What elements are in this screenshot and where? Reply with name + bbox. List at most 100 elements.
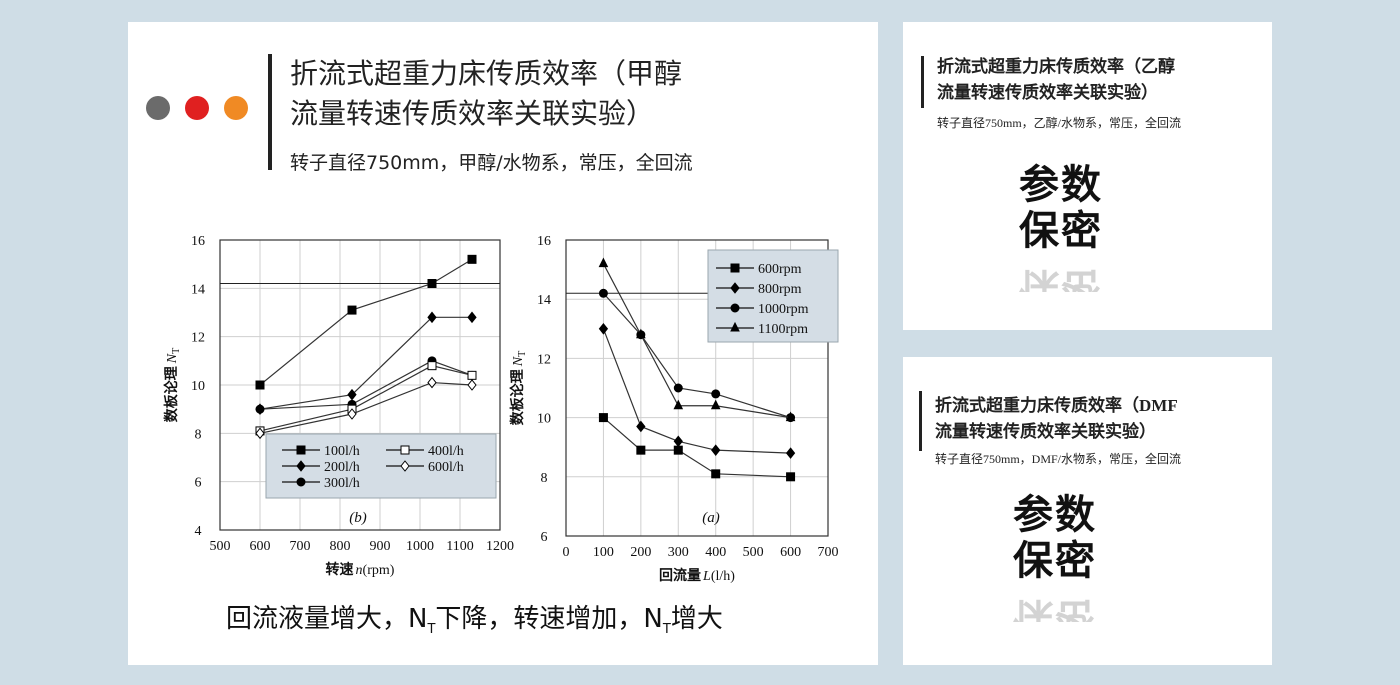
title-accent-bar — [268, 54, 272, 170]
main-title-line2: 流量转速传质效率关联实验） — [290, 97, 655, 130]
y-tick-label: 8 — [195, 427, 202, 442]
legend-label: 200l/h — [324, 460, 360, 475]
x-tick-label: 1200 — [486, 539, 514, 554]
x-tick-label: 500 — [210, 539, 231, 554]
y-tick-label: 6 — [195, 476, 202, 491]
x-tick-label: 300 — [668, 545, 689, 560]
data-point — [255, 380, 265, 390]
legend-box — [707, 249, 839, 343]
gray-dot-icon — [146, 96, 170, 120]
x-tick-label: 700 — [290, 539, 311, 554]
data-point — [636, 420, 646, 433]
dmf-secret-text: 参数 保密 — [1013, 492, 1097, 584]
chart-a-reflux: 0 100 200 300 400 500 600 700 6 8 10 12 14 16 回流量 L(l/h… — [509, 234, 839, 584]
legend-marker — [730, 303, 740, 313]
series-400l/h — [255, 361, 477, 436]
x-tick-label: 1100 — [446, 539, 473, 554]
legend-marker — [730, 321, 740, 332]
legend-marker — [296, 460, 306, 472]
legend-label: 1000rpm — [758, 302, 809, 317]
data-point — [711, 389, 721, 399]
y-axis-title: 数板论理NT — [163, 348, 182, 422]
data-point — [673, 445, 683, 455]
chart-plot-group: 500 600 700 800 900 1000 1100 1200 4 6 8 10 12 14 16 转速… — [163, 234, 514, 578]
conclusion-text: 回流液量增大，NT下降，转速增加，NT增大 — [226, 604, 723, 638]
y-tick-label: 12 — [191, 331, 205, 346]
panel-label: (b) — [349, 510, 367, 526]
y-tick-label: 16 — [537, 234, 551, 249]
red-dot-icon — [185, 96, 209, 120]
series-line — [259, 316, 472, 410]
series-line — [259, 365, 473, 432]
legend-marker — [400, 460, 410, 472]
legend-marker — [296, 477, 306, 487]
x-axis-title: 转速 n(rpm) — [326, 561, 395, 578]
data-point — [711, 444, 721, 456]
data-point — [598, 288, 608, 298]
ethanol-accent-bar — [921, 56, 924, 108]
main-title-line1: 折流式超重力床传质效率（甲醇 — [290, 57, 683, 90]
dmf-title-line2: 流量转速传质效率关联实验） — [935, 422, 1156, 441]
data-point — [255, 427, 265, 440]
legend-marker — [730, 282, 740, 294]
x-tick-label: 900 — [370, 539, 391, 554]
series-600rpm — [598, 413, 796, 482]
data-point — [673, 399, 684, 410]
data-point — [427, 311, 437, 324]
x-tick-label: 600 — [780, 545, 801, 560]
dmf-subtitle: 转子直径750mm，DMF/水物系，常压，全回流 — [935, 452, 1182, 466]
plot-frame — [565, 239, 829, 537]
data-point — [785, 447, 796, 459]
x-tick-label: 800 — [330, 539, 351, 554]
series-line — [259, 381, 473, 434]
y-axis-title: 数板论理NT — [509, 351, 528, 425]
data-point — [598, 413, 608, 423]
x-tick-label: 100 — [593, 545, 614, 560]
dmf-accent-bar — [919, 391, 922, 451]
data-point — [347, 305, 357, 315]
series-600l/h — [255, 376, 477, 440]
x-tick-label: 500 — [743, 545, 764, 560]
legend-label: 1100rpm — [758, 322, 808, 337]
legend-label: 100l/h — [324, 444, 360, 459]
data-point — [255, 404, 265, 414]
series-line — [259, 360, 473, 410]
y-tick-label: 10 — [537, 412, 551, 427]
legend-label: 400l/h — [428, 444, 464, 459]
data-point — [467, 370, 477, 380]
x-tick-label: 600 — [250, 539, 271, 554]
x-tick-label: 700 — [818, 545, 839, 560]
data-point — [636, 445, 646, 455]
data-point — [347, 408, 357, 420]
y-tick-label: 4 — [195, 524, 202, 539]
series-line — [259, 258, 473, 386]
ethanol-panel: 折流式超重力床传质效率（乙醇 流量转速传质效率关联实验） 转子直径750mm，乙… — [903, 22, 1272, 330]
y-tick-label: 10 — [191, 379, 205, 394]
data-point — [467, 254, 477, 264]
data-point — [786, 472, 796, 482]
chart-b-speed: 500 600 700 800 900 1000 1100 1200 4 6 8 10 12 14 16 转速… — [163, 234, 514, 578]
data-point — [427, 361, 437, 371]
x-tick-label: 200 — [630, 545, 651, 560]
data-point — [598, 322, 609, 335]
series-800rpm — [598, 322, 796, 459]
data-point — [598, 257, 609, 268]
y-tick-label: 12 — [537, 352, 551, 367]
orange-dot-icon — [224, 96, 248, 120]
x-tick-label: 1000 — [406, 539, 434, 554]
plot-frame — [219, 239, 501, 531]
ethanol-title-line1: 折流式超重力床传质效率（乙醇 — [937, 57, 1175, 76]
data-point — [673, 383, 683, 393]
ethanol-secret-reflection: 保密 — [1019, 264, 1103, 292]
x-axis-title: 回流量 L(l/h) — [659, 567, 735, 584]
y-tick-label: 6 — [541, 530, 548, 545]
data-point — [427, 279, 437, 288]
legend-label: 800rpm — [758, 282, 802, 297]
series-200l/h — [255, 311, 477, 415]
legend: 600rpm 800rpm 1000rpm 1100rpm — [707, 249, 839, 343]
data-point — [710, 399, 721, 410]
legend-label: 600l/h — [428, 460, 464, 475]
panel-label: (a) — [702, 510, 720, 526]
data-point — [347, 388, 357, 401]
